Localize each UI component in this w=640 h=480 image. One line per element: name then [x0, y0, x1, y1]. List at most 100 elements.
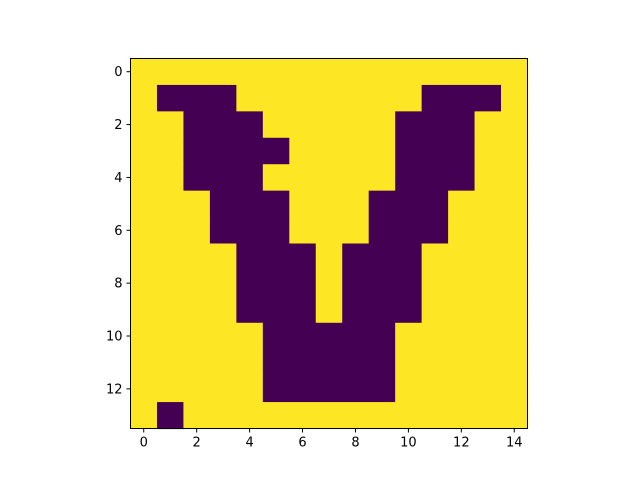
heatmap-cell-r7-c10	[395, 243, 423, 271]
x-tick-label-8: 8	[351, 436, 359, 451]
heatmap-cell-r1-c14	[501, 84, 529, 112]
heatmap-cell-r13-c3	[209, 402, 237, 430]
heatmap-cell-r8-c7	[315, 269, 343, 297]
heatmap-cell-r10-c10	[395, 322, 423, 350]
heatmap-cell-r13-c9	[368, 402, 396, 430]
heatmap-cell-r0-c0	[130, 58, 158, 86]
y-tick-label-0: 0	[114, 65, 122, 80]
heatmap-cell-r4-c2	[183, 164, 211, 192]
y-tick-label-6: 6	[114, 224, 122, 239]
heatmap-cell-r1-c4	[236, 84, 264, 112]
heatmap-cell-r1-c6	[289, 84, 317, 112]
heatmap-cell-r0-c3	[209, 58, 237, 86]
y-tick-label-12: 12	[106, 382, 123, 397]
heatmap-cell-r2-c14	[501, 111, 529, 139]
heatmap-cell-r4-c3	[209, 164, 237, 192]
heatmap-cell-r13-c5	[262, 402, 290, 430]
heatmap-cell-r2-c10	[395, 111, 423, 139]
heatmap-cell-r0-c5	[262, 58, 290, 86]
heatmap-cell-r13-c6	[289, 402, 317, 430]
heatmap-cell-r4-c1	[156, 164, 185, 192]
heatmap-cell-r6-c7	[315, 217, 343, 245]
heatmap-cell-r12-c10	[395, 375, 423, 403]
heatmap-cell-r12-c3	[209, 375, 237, 403]
plot-area-frame	[130, 58, 528, 429]
heatmap-cell-r13-c8	[342, 402, 370, 430]
heatmap-cell-r3-c1	[156, 137, 185, 165]
heatmap-cell-r8-c2	[183, 269, 211, 297]
heatmap-cell-r5-c4	[236, 190, 264, 218]
heatmap-cell-r1-c10	[395, 84, 423, 112]
heatmap-cell-r0-c2	[183, 58, 211, 86]
heatmap-cell-r0-c12	[448, 58, 476, 86]
x-tick-label-4: 4	[245, 436, 253, 451]
heatmap-cell-r13-c2	[183, 402, 211, 430]
heatmap-cell-r3-c11	[421, 137, 449, 165]
heatmap-cell-r0-c4	[236, 58, 264, 86]
heatmap-cell-r13-c10	[395, 402, 423, 430]
heatmap-cell-r7-c6	[289, 243, 317, 271]
x-axis: 0 2 4 6 8 10 12 14	[140, 428, 523, 451]
x-tick-label-14: 14	[506, 436, 523, 451]
heatmap-cell-r10-c4	[236, 322, 264, 350]
heatmap-cell-r0-c8	[342, 58, 370, 86]
heatmap-cell-r7-c12	[448, 243, 476, 271]
heatmap-cell-r4-c8	[342, 164, 370, 192]
heatmap-cell-r2-c9	[368, 111, 396, 139]
heatmap-cell-r8-c8	[342, 269, 370, 297]
heatmap-cell-r10-c12	[448, 322, 476, 350]
heatmap-cell-r8-c12	[448, 269, 476, 297]
heatmap-cell-r13-c12	[448, 402, 476, 430]
x-tick-label-12: 12	[453, 436, 470, 451]
heatmap-cell-r12-c2	[183, 375, 211, 403]
heatmap-cell-r9-c10	[395, 296, 423, 324]
heatmap-cell-r6-c2	[183, 217, 211, 245]
heatmap-cell-r5-c14	[501, 190, 529, 218]
heatmap-cell-r5-c3	[209, 190, 237, 218]
heatmap-cell-r8-c1	[156, 269, 185, 297]
heatmap-cell-r12-c11	[421, 375, 449, 403]
heatmap-cell-r12-c4	[236, 375, 264, 403]
heatmap-cell-r8-c0	[130, 269, 158, 297]
heatmap-cell-r0-c7	[315, 58, 343, 86]
heatmap-cell-r9-c12	[448, 296, 476, 324]
heatmap-cell-r8-c5	[262, 269, 290, 297]
heatmap-cell-r9-c4	[236, 296, 264, 324]
heatmap-cell-r13-c4	[236, 402, 264, 430]
heatmap-cell-r3-c14	[501, 137, 529, 165]
heatmap-cell-r8-c11	[421, 269, 449, 297]
heatmap-cell-r6-c0	[130, 217, 158, 245]
heatmap-cell-r6-c1	[156, 217, 185, 245]
heatmap-cell-r12-c9	[368, 375, 396, 403]
heatmap-cell-r0-c9	[368, 58, 396, 86]
heatmap-cell-r5-c8	[342, 190, 370, 218]
heatmap-cell-r10-c13	[474, 322, 502, 350]
heatmap-cell-r7-c2	[183, 243, 211, 271]
heatmap-cell-r7-c9	[368, 243, 396, 271]
heatmap-cell-r5-c12	[448, 190, 476, 218]
heatmap-cell-r10-c1	[156, 322, 185, 350]
heatmap-cell-r3-c3	[209, 137, 237, 165]
heatmap-cell-r4-c5	[262, 164, 290, 192]
heatmap-cell-r6-c11	[421, 217, 449, 245]
heatmap-cell-r0-c6	[289, 58, 317, 86]
heatmap-cell-r8-c3	[209, 269, 237, 297]
heatmap-cell-r9-c9	[368, 296, 396, 324]
heatmap-cell-r13-c7	[315, 402, 343, 430]
x-tick-label-6: 6	[298, 436, 306, 451]
heatmap-cell-r5-c13	[474, 190, 502, 218]
heatmap-cell-r5-c9	[368, 190, 396, 218]
heatmap-cell-r10-c11	[421, 322, 449, 350]
heatmap-cell-r0-c11	[421, 58, 449, 86]
heatmap-cell-r1-c3	[209, 84, 237, 112]
heatmap-cell-r3-c12	[448, 137, 476, 165]
heatmap-cell-r7-c11	[421, 243, 449, 271]
heatmap-cell-r2-c6	[289, 111, 317, 139]
heatmap-cell-r2-c0	[130, 111, 158, 139]
heatmap-cell-r6-c14	[501, 217, 529, 245]
heatmap-cell-r4-c4	[236, 164, 264, 192]
heatmap-cell-r7-c0	[130, 243, 158, 271]
heatmap-cell-r9-c2	[183, 296, 211, 324]
heatmap-cell-r0-c14	[501, 58, 529, 86]
heatmap-cell-r2-c2	[183, 111, 211, 139]
